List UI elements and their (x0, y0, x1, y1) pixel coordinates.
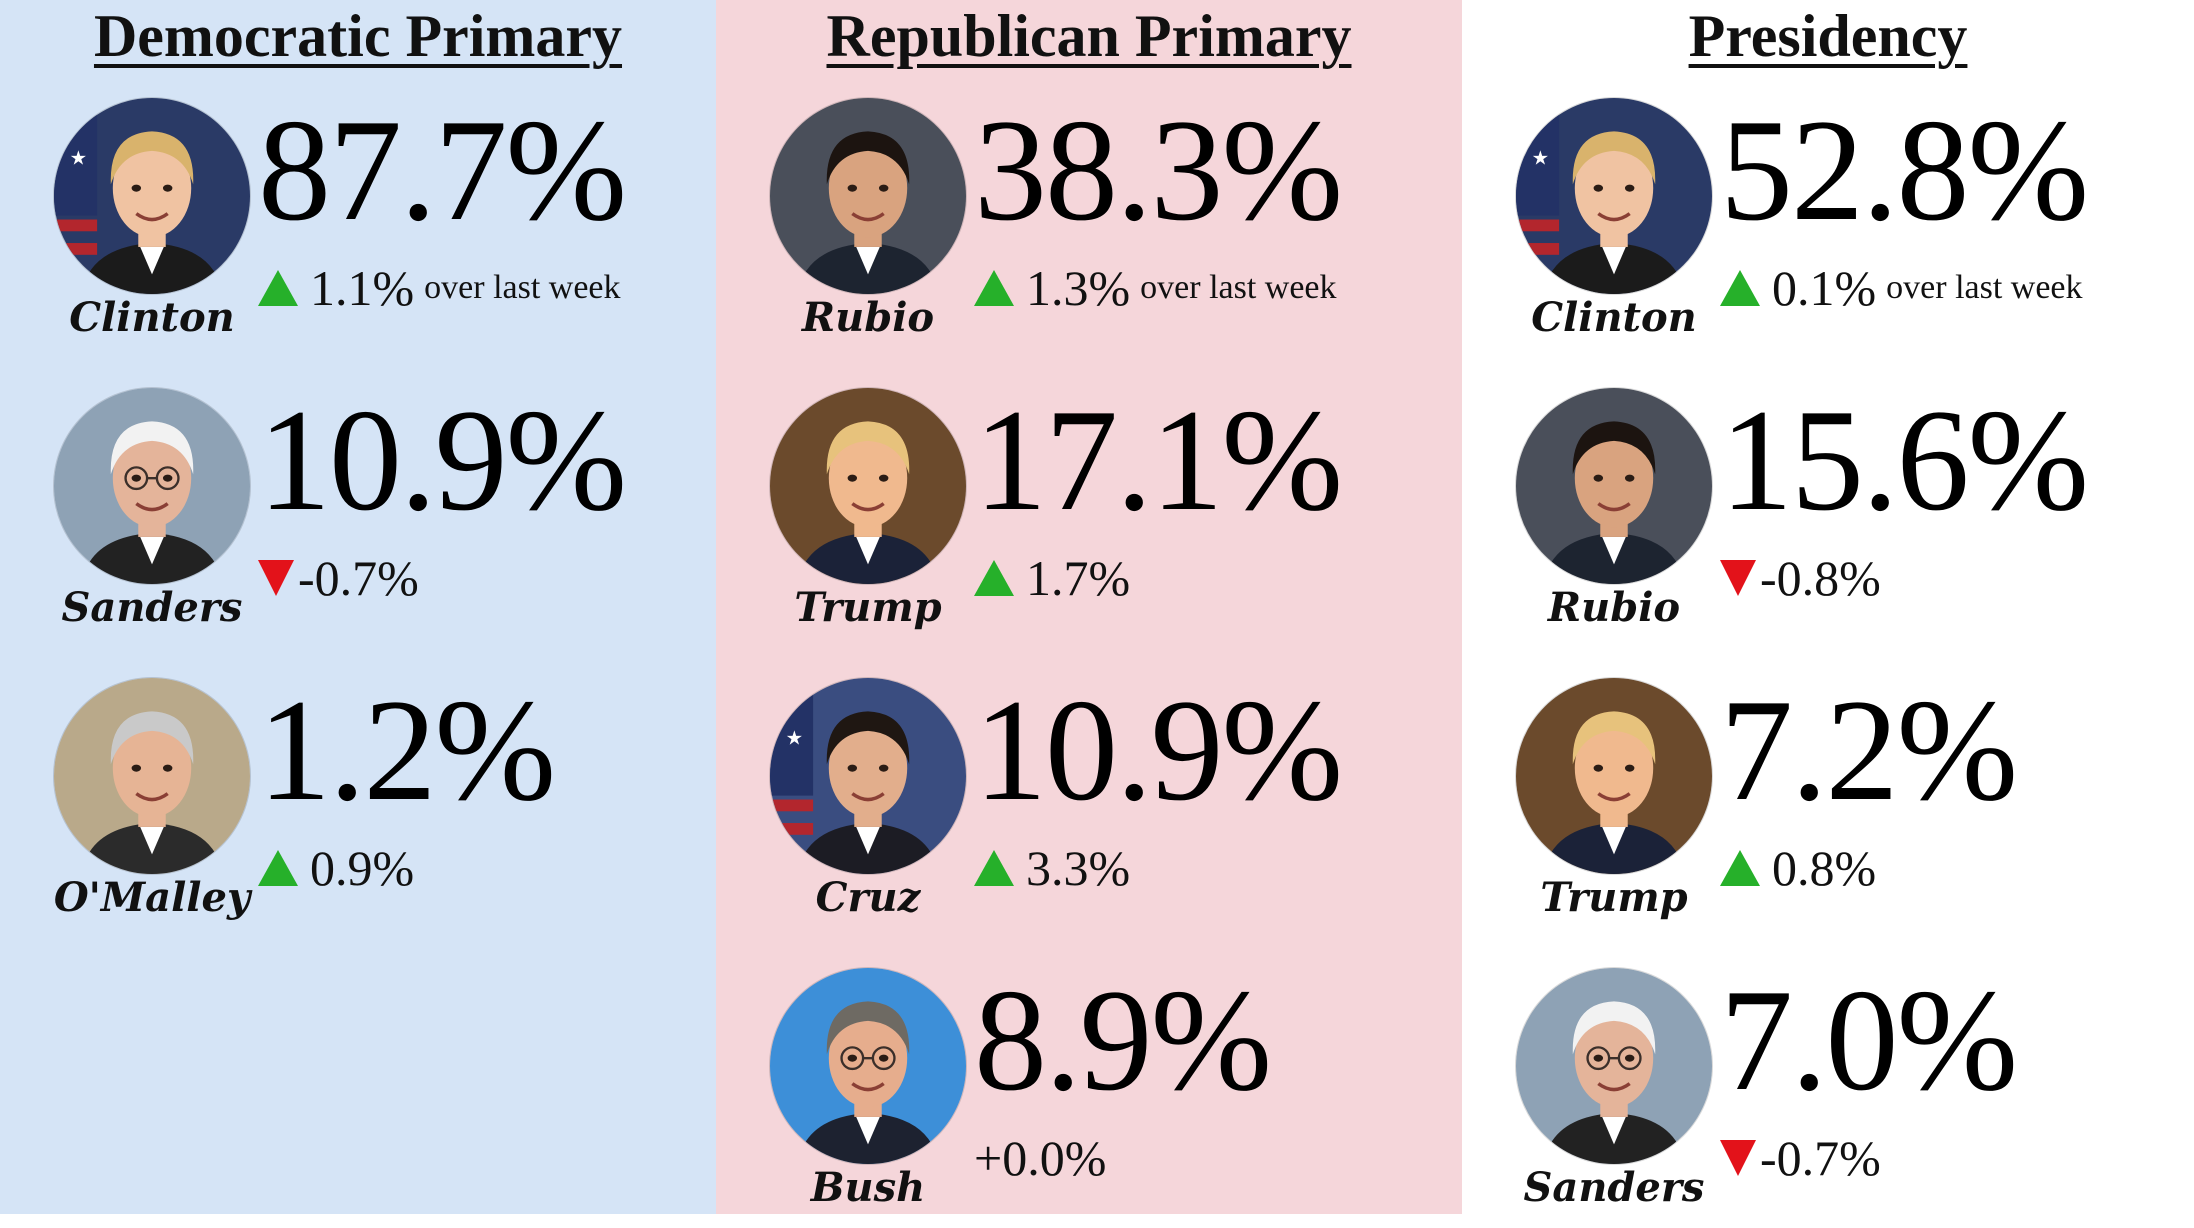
change-suffix: over last week (424, 269, 621, 306)
arrow-up-icon (974, 560, 1014, 596)
win-probability: 38.3% (974, 89, 1343, 251)
change-value: 1.3% (1026, 260, 1131, 316)
arrow-up-icon (974, 270, 1014, 306)
weekly-change: 0.1% over last week (1720, 258, 2083, 318)
candidate-portrait (1516, 678, 1712, 874)
change-value: -0.7% (1760, 1130, 1881, 1186)
candidate-portrait (54, 678, 250, 874)
weekly-change: -0.7% (1720, 1128, 1881, 1188)
win-probability: 10.9% (258, 379, 627, 541)
candidate-name: Cruz (815, 874, 921, 921)
candidate-name: Clinton (1531, 294, 1697, 341)
candidate-portrait: ★ ★ (54, 98, 250, 294)
arrow-down-icon (1720, 1140, 1756, 1176)
weekly-change: -0.8% (1720, 548, 1881, 608)
candidate-entry-o-malley: O'Malley 1.2% 0.9% (0, 670, 700, 938)
win-probability: 1.2% (258, 669, 556, 831)
candidate-entry-rubio: Rubio 38.3% 1.3% over last week (716, 90, 1416, 358)
weekly-change: +0.0% (974, 1128, 1106, 1188)
change-value: -0.7% (298, 550, 419, 606)
change-value: 0.9% (310, 840, 415, 896)
change-value: 1.1% (310, 260, 415, 316)
arrow-up-icon (1720, 850, 1760, 886)
candidate-portrait: ★ ★ (1516, 98, 1712, 294)
change-value: 0.8% (1772, 840, 1877, 896)
change-suffix: over last week (1140, 269, 1337, 306)
weekly-change: -0.7% (258, 548, 419, 608)
change-value: +0.0% (974, 1130, 1107, 1186)
candidate-name: Sanders (1523, 1164, 1705, 1211)
candidate-portrait (770, 968, 966, 1164)
candidate-name: Trump (794, 584, 942, 631)
weekly-change: 0.9% (258, 838, 414, 898)
win-probability: 7.2% (1720, 669, 2018, 831)
candidate-entry-rubio: Rubio 15.6% -0.8% (1462, 380, 2162, 648)
candidate-portrait (1516, 388, 1712, 584)
candidate-entry-sanders: Sanders 10.9% -0.7% (0, 380, 700, 648)
win-probability: 8.9% (974, 959, 1272, 1121)
win-probability: 7.0% (1720, 959, 2018, 1121)
candidate-portrait (54, 388, 250, 584)
candidate-portrait: ★ ★ (770, 678, 966, 874)
candidate-name: Rubio (1547, 584, 1681, 631)
candidate-entry-trump: Trump 17.1% 1.7% (716, 380, 1416, 648)
candidate-name: O'Malley (53, 874, 251, 921)
weekly-change: 0.8% (1720, 838, 1876, 898)
arrow-up-icon (974, 850, 1014, 886)
candidate-entry-bush: Bush 8.9% +0.0% (716, 960, 1416, 1228)
svg-text:★: ★ (1532, 149, 1550, 170)
weekly-change: 1.7% (974, 548, 1130, 608)
candidate-entry-sanders: Sanders 7.0% -0.7% (1462, 960, 2162, 1228)
candidate-entry-cruz: ★ ★ Cruz 10.9% 3.3% (716, 670, 1416, 938)
svg-text:★: ★ (70, 149, 88, 170)
win-probability: 10.9% (974, 669, 1343, 831)
column-title: Presidency (1688, 3, 1968, 69)
candidate-portrait (770, 388, 966, 584)
svg-text:★: ★ (62, 117, 80, 138)
win-probability: 87.7% (258, 89, 627, 251)
column-title: Republican Primary (826, 3, 1352, 69)
arrow-up-icon (258, 850, 298, 886)
arrow-down-icon (1720, 560, 1756, 596)
win-probability: 17.1% (974, 379, 1343, 541)
candidate-name: Sanders (61, 584, 243, 631)
weekly-change: 3.3% (974, 838, 1130, 898)
change-value: 3.3% (1026, 840, 1131, 896)
svg-text:★: ★ (786, 729, 804, 750)
republican-primary-column: Republican Primary Rubio 38.3% 1.3% over la… (716, 0, 1462, 1214)
candidate-entry-trump: Trump 7.2% 0.8% (1462, 670, 2162, 938)
column-title: Democratic Primary (93, 3, 623, 69)
arrow-up-icon (1720, 270, 1760, 306)
candidate-name: Trump (1540, 874, 1688, 921)
change-value: 1.7% (1026, 550, 1131, 606)
candidate-name: Rubio (801, 294, 935, 341)
candidate-entry-clinton: ★ ★ Clinton 52.8% 0.1% over last week (1462, 90, 2162, 358)
candidate-portrait (1516, 968, 1712, 1164)
win-probability: 15.6% (1720, 379, 2089, 541)
candidate-entry-clinton: ★ ★ Clinton 87.7% 1.1% over last week (0, 90, 700, 358)
change-suffix: over last week (1886, 269, 2083, 306)
presidency-column: Presidency ★ ★ Clinton 52.8% 0.1% over last w… (1462, 0, 2194, 1214)
change-value: -0.8% (1760, 550, 1881, 606)
candidate-name: Clinton (69, 294, 235, 341)
weekly-change: 1.3% over last week (974, 258, 1337, 318)
arrow-up-icon (258, 270, 298, 306)
svg-text:★: ★ (778, 697, 796, 718)
svg-text:★: ★ (1524, 117, 1542, 138)
candidate-name: Bush (810, 1164, 926, 1211)
candidate-portrait (770, 98, 966, 294)
weekly-change: 1.1% over last week (258, 258, 621, 318)
change-value: 0.1% (1772, 260, 1877, 316)
arrow-down-icon (258, 560, 294, 596)
win-probability: 52.8% (1720, 89, 2089, 251)
democratic-primary-column: Democratic Primary ★ ★ Clinton 87.7% 1.1% ove… (0, 0, 716, 1214)
